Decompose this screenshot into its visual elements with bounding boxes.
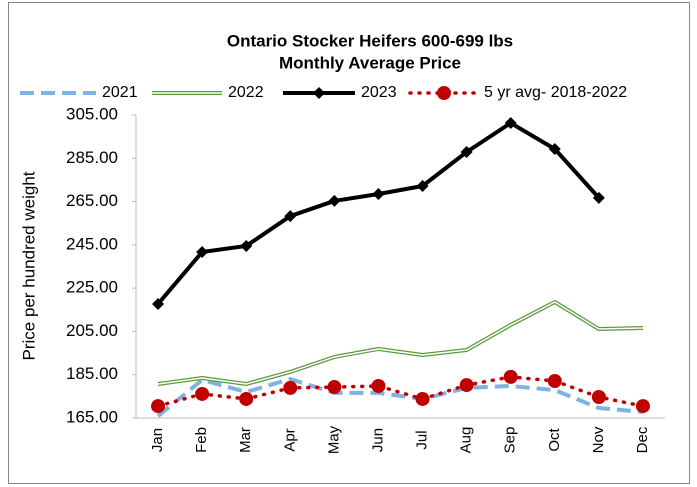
x-tick-label: Jul <box>414 430 431 449</box>
data-point <box>195 386 210 401</box>
x-tick-label: Aug <box>458 427 475 454</box>
chart-subtitle: Monthly Average Price <box>279 53 461 72</box>
y-tick-label: 245.00 <box>66 234 118 253</box>
data-point <box>460 146 473 159</box>
data-point <box>591 390 606 405</box>
data-point <box>459 378 474 393</box>
legend-label: 2021 <box>102 84 138 101</box>
x-tick-label: Jan <box>149 428 166 452</box>
data-point <box>416 179 429 192</box>
data-point <box>547 373 562 388</box>
x-tick-label: Jun <box>369 428 386 452</box>
y-tick-label: 225.00 <box>66 278 118 297</box>
data-point <box>284 210 297 223</box>
data-point <box>239 391 254 406</box>
x-tick-label: Sep <box>502 427 519 454</box>
legend-marker <box>313 87 325 99</box>
series-line-inner <box>157 301 643 385</box>
data-point <box>327 380 342 395</box>
x-tick-label: May <box>325 425 342 454</box>
chart-title: Ontario Stocker Heifers 600-699 lbs <box>227 31 513 50</box>
x-tick-label: Oct <box>546 428 563 452</box>
x-tick-label: Mar <box>237 427 254 453</box>
y-tick-label: 305.00 <box>66 104 118 123</box>
x-tick-label: Nov <box>590 426 607 453</box>
data-point <box>372 187 385 200</box>
data-point <box>152 297 165 310</box>
data-point <box>635 399 650 414</box>
data-point <box>240 239 253 252</box>
legend-label: 5 yr avg- 2018-2022 <box>484 84 627 101</box>
series-line <box>156 375 645 408</box>
x-tick-label: Dec <box>634 426 651 453</box>
data-point <box>592 191 605 204</box>
data-point <box>504 117 517 130</box>
data-point <box>503 369 518 384</box>
data-point <box>283 380 298 395</box>
data-point <box>371 378 386 393</box>
series-line <box>156 377 644 418</box>
data-point <box>196 245 209 258</box>
y-tick-label: 205.00 <box>66 321 118 340</box>
chart-border <box>8 2 690 484</box>
y-tick-label: 165.00 <box>66 407 118 426</box>
y-tick-label: 185.00 <box>66 364 118 383</box>
y-axis-label: Price per hundred weight <box>19 171 38 360</box>
data-point <box>328 194 341 207</box>
data-point <box>151 399 166 414</box>
legend-label: 2022 <box>228 84 264 101</box>
x-tick-label: Feb <box>193 427 210 453</box>
x-tick-label: Apr <box>281 428 298 451</box>
y-tick-label: 285.00 <box>66 148 118 167</box>
data-point <box>548 142 561 155</box>
legend-label: 2023 <box>361 84 397 101</box>
y-tick-label: 265.00 <box>66 191 118 210</box>
data-point <box>415 391 430 406</box>
legend-marker <box>437 86 451 100</box>
